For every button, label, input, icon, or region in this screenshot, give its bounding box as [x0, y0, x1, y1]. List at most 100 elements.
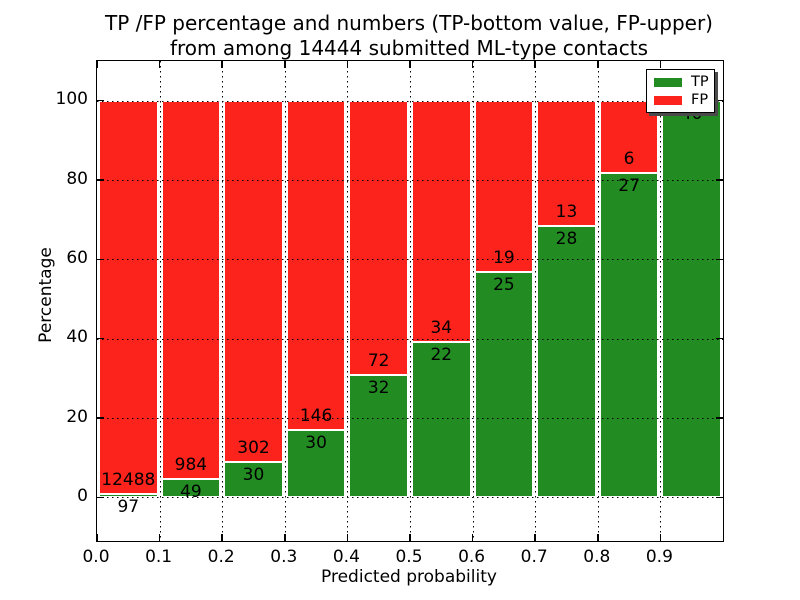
bar-fp-count-label: 302 [237, 437, 270, 458]
x-tick-mark [96, 534, 98, 541]
y-tick-label: 80 [66, 168, 88, 189]
x-tick-mark [409, 534, 411, 541]
x-tick-mark [221, 534, 223, 541]
bar-fp-count-label: 13 [555, 202, 578, 223]
gridline-v [159, 61, 161, 541]
bar-fp-count-label: 19 [493, 247, 515, 268]
bar-tp-count-label: 32 [367, 378, 390, 399]
bar-tp-count-label: 30 [242, 464, 265, 485]
gridline-v [597, 61, 599, 541]
x-tick-mark [284, 534, 286, 541]
bar-tp-segment [537, 226, 596, 498]
gridline-v [472, 61, 474, 541]
x-tick-mark [534, 534, 536, 541]
bar-tp-segment [161, 478, 221, 498]
x-tick-mark-top [158, 61, 161, 68]
y-tick-mark [97, 179, 104, 181]
x-tick-mark [471, 534, 474, 541]
bar-fp-segment [474, 100, 534, 272]
x-tick-label: 0.9 [645, 547, 673, 567]
bar-fp-count-label: 12488 [101, 470, 156, 491]
bar-tp-segment [286, 429, 346, 498]
bar-tp-count-label: 27 [618, 175, 640, 196]
x-tick-label: 0.0 [82, 547, 110, 567]
bar-fp-count-label: 6 [623, 148, 635, 169]
x-tick-label: 0.4 [332, 547, 360, 567]
legend-label-tp: TP [691, 73, 709, 90]
y-tick-mark-right [716, 417, 723, 419]
y-tick-mark [97, 99, 104, 102]
bar-tp-segment [349, 375, 408, 498]
y-tick-label: 100 [55, 89, 88, 110]
bar-fp-segment [537, 100, 596, 227]
y-tick-mark [97, 496, 104, 499]
chart-title-line1: TP /FP percentage and numbers (TP-bottom… [105, 11, 713, 35]
legend-swatch-fp [654, 95, 682, 105]
x-tick-label: 0.8 [583, 547, 611, 567]
bar-tp-count-label: 25 [493, 274, 515, 295]
x-tick-mark-top [346, 61, 349, 68]
bar-tp-segment [412, 341, 471, 498]
bar-tp-segment [662, 100, 721, 498]
y-tick-mark-right [716, 337, 723, 340]
gridline-v [410, 61, 411, 541]
bar-fp-count-label: 72 [367, 351, 390, 372]
bar-tp-segment [99, 494, 158, 498]
x-tick-label: 0.6 [458, 547, 486, 567]
plot-area: 12488 97 984 49 302 30 146 30 72 32 34 22 19 25 13 28 6 2… [96, 60, 724, 542]
bar-fp-segment [349, 100, 408, 376]
bar-fp-count-label: 146 [299, 405, 333, 426]
x-tick-label: 0.7 [520, 547, 548, 567]
x-tick-mark-top [409, 61, 411, 68]
bar-tp-count-label: 22 [430, 344, 453, 365]
x-tick-label: 0.3 [270, 547, 298, 567]
legend-entry-tp: TP [654, 73, 714, 90]
y-tick-mark-right [716, 258, 723, 261]
gridline-v [347, 61, 349, 541]
gridline-v [535, 61, 537, 541]
x-tick-label: 0.2 [207, 547, 235, 567]
bar-fp-count-label: 984 [174, 454, 208, 475]
x-tick-mark [158, 534, 161, 541]
bar-fp-segment [161, 100, 221, 479]
legend-entry-fp: FP [654, 91, 714, 108]
x-tick-mark-top [284, 61, 286, 68]
y-tick-mark [97, 417, 104, 419]
y-tick-mark [97, 337, 104, 340]
x-tick-mark-top [471, 61, 474, 68]
bar-fp-segment [99, 100, 158, 495]
legend: TP FP [646, 69, 715, 113]
bar-tp-segment [599, 172, 659, 498]
y-tick-label: 40 [66, 327, 88, 348]
bar-tp-count-label: 28 [555, 229, 578, 250]
bar-fp-segment [412, 100, 471, 342]
y-tick-label: 60 [66, 247, 88, 268]
gridline-v [660, 61, 662, 541]
y-tick-label: 0 [77, 485, 88, 506]
bar-tp-count-label: 49 [180, 481, 202, 502]
y-tick-mark [97, 258, 104, 261]
x-axis-label: Predicted probability [321, 567, 497, 587]
bar-tp-segment [224, 461, 283, 498]
bar-fp-segment [224, 100, 283, 462]
x-tick-mark-top [659, 61, 662, 68]
bar-fp-count-label: 34 [430, 317, 453, 338]
y-tick-label: 20 [66, 406, 88, 427]
y-tick-mark-right [716, 179, 723, 181]
legend-swatch-tp [654, 77, 682, 87]
bar-tp-count-label: 97 [117, 497, 140, 518]
x-tick-mark [346, 534, 349, 541]
bar-tp-segment [474, 271, 534, 498]
x-tick-mark-top [96, 61, 98, 68]
x-tick-label: 0.5 [395, 547, 423, 567]
bar-tp-count-label: 30 [305, 432, 327, 453]
x-tick-mark [659, 534, 662, 541]
x-tick-label: 0.1 [145, 547, 173, 567]
x-tick-mark-top [597, 61, 599, 68]
gridline-v [284, 61, 286, 541]
x-tick-mark-top [534, 61, 536, 68]
legend-label-fp: FP [691, 91, 709, 108]
y-tick-mark-right [716, 99, 723, 102]
y-tick-mark-right [716, 496, 723, 499]
chart-title-line2: from among 14444 submitted ML-type conta… [169, 36, 649, 60]
